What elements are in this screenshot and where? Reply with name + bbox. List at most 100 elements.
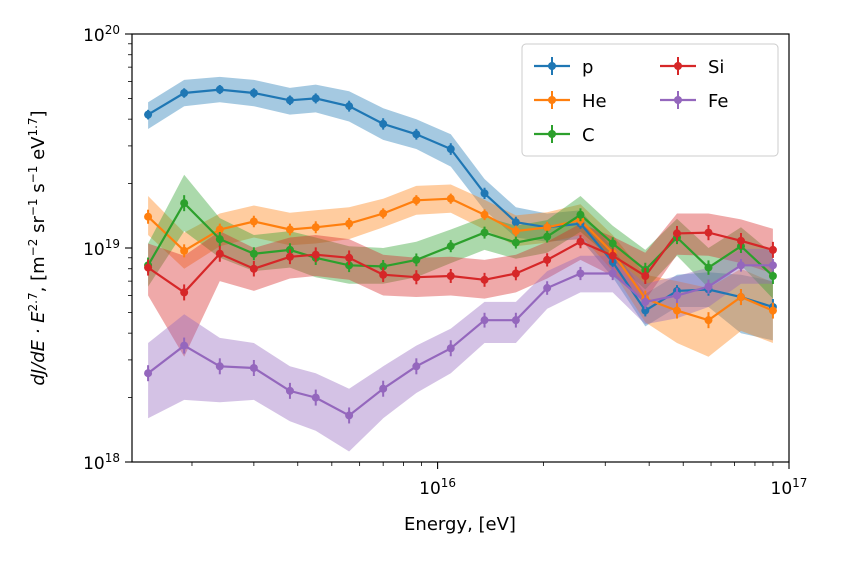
legend-label: He	[582, 91, 607, 112]
point-Fe	[379, 384, 388, 393]
point-Fe	[511, 316, 520, 325]
legend-swatch-marker	[548, 62, 556, 70]
y-label-main-exp: 2.7	[26, 292, 40, 311]
legend-label: C	[582, 125, 595, 146]
x-tick-label: 1017	[771, 476, 808, 499]
series-lines	[147, 88, 774, 417]
point-He	[704, 316, 713, 325]
point-He	[215, 225, 224, 234]
point-He	[180, 246, 189, 255]
band-Fe	[148, 248, 773, 452]
y-axis-label: dJ/dE · E2.7, [m−2 sr−1 s−1 eV1.7]	[26, 110, 49, 385]
point-C	[511, 238, 520, 247]
point-He	[543, 223, 552, 232]
point-Si	[576, 237, 585, 246]
point-C	[345, 261, 354, 270]
point-Si	[608, 251, 617, 260]
point-p	[412, 130, 421, 139]
point-C	[412, 255, 421, 264]
y-label-e3: −1	[26, 166, 40, 184]
point-Fe	[672, 291, 681, 300]
legend-box	[521, 43, 779, 157]
y-label-u1: sr	[28, 216, 49, 239]
point-p	[285, 96, 294, 105]
y-label-u2: s	[28, 183, 49, 198]
y-label-main: dJ/dE · E	[28, 311, 49, 386]
point-Fe	[446, 344, 455, 353]
band-p	[148, 76, 773, 341]
point-Fe	[768, 261, 777, 270]
point-He	[379, 209, 388, 218]
point-Si	[180, 288, 189, 297]
point-p	[345, 102, 354, 111]
point-Si	[446, 271, 455, 280]
y-label-units-suffix: ]	[28, 110, 49, 117]
point-C	[215, 235, 224, 244]
point-He	[736, 293, 745, 302]
band-Si	[148, 213, 773, 357]
point-Fe	[736, 261, 745, 270]
point-Si	[641, 271, 650, 280]
point-He	[446, 194, 455, 203]
point-p	[311, 94, 320, 103]
point-Fe	[345, 411, 354, 420]
point-C	[379, 262, 388, 271]
line-Si	[147, 231, 774, 294]
point-He	[345, 219, 354, 228]
legend-entry-p: p	[534, 57, 593, 78]
point-Si	[543, 255, 552, 264]
line-Fe	[147, 264, 773, 417]
legend-swatch-marker	[548, 130, 556, 138]
point-p	[379, 119, 388, 128]
point-Fe	[180, 341, 189, 350]
point-Fe	[608, 269, 617, 278]
legend-swatch-marker	[548, 96, 556, 104]
legend-entry-C: C	[534, 125, 595, 146]
x-tick-label: 1016	[419, 476, 456, 499]
legend-label: Fe	[708, 91, 728, 112]
point-Fe	[704, 282, 713, 291]
point-C	[480, 228, 489, 237]
legend-swatch-marker	[674, 62, 682, 70]
point-C	[446, 242, 455, 251]
point-He	[768, 306, 777, 315]
point-p	[215, 85, 224, 94]
point-Fe	[480, 316, 489, 325]
point-Fe	[576, 269, 585, 278]
y-tick-label: 1019	[83, 237, 120, 260]
y-axis-ticks: 1018 1019 1020	[83, 23, 132, 474]
y-label-e2: −1	[26, 198, 40, 216]
point-p	[480, 189, 489, 198]
point-Fe	[641, 297, 650, 306]
point-Si	[311, 250, 320, 259]
point-Fe	[215, 362, 224, 371]
y-label-e1: −2	[26, 239, 40, 257]
point-C	[543, 232, 552, 241]
point-He	[285, 225, 294, 234]
point-He	[249, 217, 258, 226]
point-Si	[144, 263, 153, 272]
point-C	[608, 239, 617, 248]
point-Si	[379, 270, 388, 279]
legend-entry-He: He	[534, 91, 607, 112]
point-Si	[704, 228, 713, 237]
point-C	[768, 271, 777, 280]
point-p	[446, 145, 455, 154]
y-tick-label: 1018	[83, 451, 120, 474]
point-Si	[412, 273, 421, 282]
point-Fe	[412, 362, 421, 371]
point-p	[144, 110, 153, 119]
y-label-e4: 1.7	[26, 117, 40, 136]
legend-entry-Si: Si	[660, 57, 724, 78]
point-Si	[672, 229, 681, 238]
legend-label: Si	[708, 57, 724, 78]
point-C	[249, 249, 258, 258]
point-Si	[285, 252, 294, 261]
legend-label: p	[582, 57, 593, 78]
point-Si	[736, 236, 745, 245]
point-He	[311, 223, 320, 232]
point-Fe	[249, 363, 258, 372]
point-Si	[511, 269, 520, 278]
